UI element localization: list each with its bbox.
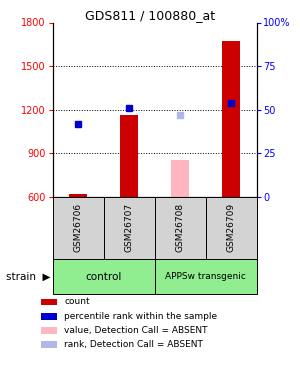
Bar [206, 197, 256, 259]
Text: GSM26707: GSM26707 [124, 203, 134, 252]
Text: APPSw transgenic: APPSw transgenic [165, 272, 246, 281]
Bar [222, 41, 240, 197]
Bar [69, 194, 87, 197]
Text: GSM26708: GSM26708 [176, 203, 184, 252]
Bar [52, 197, 104, 259]
Text: percentile rank within the sample: percentile rank within the sample [64, 312, 218, 321]
Bar [103, 197, 154, 259]
Text: GSM26709: GSM26709 [226, 203, 236, 252]
Bar [171, 160, 189, 197]
Bar [52, 259, 154, 294]
Text: rank, Detection Call = ABSENT: rank, Detection Call = ABSENT [64, 340, 203, 349]
Text: strain  ▶: strain ▶ [6, 272, 50, 282]
Bar [154, 197, 206, 259]
Text: count: count [64, 297, 90, 306]
Text: value, Detection Call = ABSENT: value, Detection Call = ABSENT [64, 326, 208, 335]
Text: GSM26706: GSM26706 [74, 203, 82, 252]
Text: control: control [85, 272, 122, 282]
Bar [154, 259, 256, 294]
Text: GDS811 / 100880_at: GDS811 / 100880_at [85, 9, 215, 22]
Bar [120, 115, 138, 197]
